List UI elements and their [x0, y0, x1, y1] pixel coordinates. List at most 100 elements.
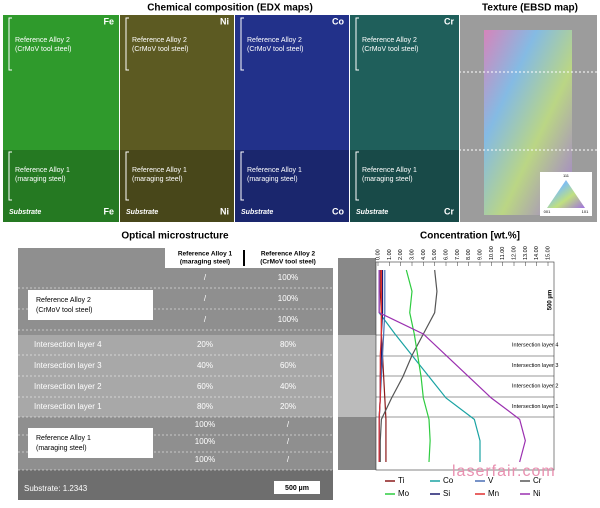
alloy-label: (CrMoV tool steel) [132, 46, 188, 53]
cell: 60% [197, 382, 213, 391]
bracket [125, 17, 129, 201]
group-box [28, 428, 153, 458]
scale-box [274, 481, 320, 494]
depth-strip-zone [338, 335, 376, 417]
layer-label: Intersection layer 3 [512, 363, 558, 369]
cell: 40% [197, 361, 213, 370]
alloy-label: Reference Alloy 2 [247, 37, 302, 44]
x-tick-label: 14.00 [534, 246, 540, 260]
element: Co [332, 206, 344, 216]
x-tick-label: 5.00 [432, 249, 438, 260]
element: Fe [103, 206, 114, 216]
legend-label: Mo [398, 489, 410, 498]
scale-bar: 500 µm [285, 485, 309, 492]
substrate-label: Substrate [241, 209, 273, 216]
x-tick-label: 8.00 [466, 249, 472, 260]
cell: / [204, 294, 207, 303]
cell: 80% [280, 340, 296, 349]
edx-map-lower [235, 150, 349, 222]
series-line [378, 270, 526, 463]
x-tick-label: 0.00 [375, 249, 381, 260]
ipf-triangle [547, 180, 585, 208]
x-tick-label: 11.00 [500, 247, 506, 260]
alloy-label: (CrMoV tool steel) [247, 46, 303, 53]
ipf-label: 001 [544, 209, 551, 214]
alloy-label: Reference Alloy 2 [132, 37, 187, 44]
x-tick-label: 6.00 [443, 249, 449, 260]
layer-label: Intersection layer 2 [512, 383, 558, 389]
ipf-label: 101 [582, 209, 589, 214]
edx-map-lower [350, 150, 459, 222]
optical-title: Optical microstructure [121, 231, 229, 242]
alloy-label: (maraging steel) [15, 176, 66, 183]
layer-label: Intersection layer 1 [34, 402, 102, 411]
layer-label: Intersection layer 2 [34, 382, 102, 391]
substrate-label: Substrate [126, 209, 158, 216]
x-tick-label: 9.00 [477, 249, 483, 260]
alloy-label: (maraging steel) [362, 176, 413, 183]
bracket [240, 17, 244, 201]
layer-label: Intersection layer 1 [512, 404, 558, 410]
column-header: Reference Alloy 1 [178, 251, 233, 258]
x-tick-label: 4.00 [421, 249, 427, 260]
cell: 20% [280, 402, 296, 411]
substrate-label: Substrate [9, 209, 41, 216]
ipf-label: 111 [563, 173, 570, 178]
alloy-label: Reference Alloy 1 [362, 167, 417, 174]
cell: 40% [280, 382, 296, 391]
cell: 100% [278, 294, 298, 303]
cell: 100% [195, 437, 215, 446]
group-box [28, 290, 153, 320]
element: Cr [444, 16, 454, 26]
column-header: (maraging steel) [180, 259, 230, 266]
cell: 100% [195, 455, 215, 464]
series-line [378, 270, 382, 462]
watermark: laserfair.com [452, 463, 556, 480]
x-tick-label: 3.00 [409, 249, 415, 260]
layer-label: Intersection layer 3 [34, 361, 102, 370]
legend-label: Co [443, 476, 454, 485]
x-tick-label: 13.00 [523, 246, 529, 260]
legend-label: Mn [488, 489, 499, 498]
scale-bar: 500 µm [548, 290, 554, 310]
cell: 100% [278, 273, 298, 282]
element: Ni [220, 206, 229, 216]
element: Cr [444, 206, 454, 216]
edx-title: Chemical composition (EDX maps) [147, 3, 313, 14]
x-tick-label: 12.00 [511, 246, 517, 260]
column-header: (CrMoV tool steel) [260, 259, 316, 266]
alloy-label: (maraging steel) [247, 176, 298, 183]
legend-label: Ti [398, 476, 405, 485]
column-header: Reference Alloy 2 [261, 251, 316, 258]
alloy-label: Reference Alloy 1 [15, 167, 70, 174]
x-tick-label: 10.00 [489, 246, 495, 260]
alloy-label: Reference Alloy 1 [247, 167, 302, 174]
legend-label: Si [443, 489, 450, 498]
ebsd-title: Texture (EBSD map) [482, 3, 578, 14]
alloy-label: Reference Alloy 2 [362, 37, 417, 44]
group-label: (maraging steel) [36, 445, 87, 452]
legend-label: Cr [533, 476, 542, 485]
cell: / [287, 420, 290, 429]
alloy-label: Reference Alloy 1 [132, 167, 187, 174]
cell: / [287, 455, 290, 464]
cell: / [287, 437, 290, 446]
bracket [8, 17, 12, 201]
x-tick-label: 15.00 [545, 246, 551, 260]
cell: / [204, 315, 207, 324]
alloy-label: (maraging steel) [132, 176, 183, 183]
cell: 20% [197, 340, 213, 349]
edx-map-lower [3, 150, 119, 222]
alloy-label: Reference Alloy 2 [15, 37, 70, 44]
table-header [165, 248, 333, 268]
group-label: Reference Alloy 1 [36, 435, 91, 442]
layer-label: Intersection layer 4 [34, 340, 102, 349]
chart-title: Concentration [wt.%] [420, 231, 520, 242]
x-tick-label: 7.00 [455, 249, 461, 260]
element: Co [332, 16, 344, 26]
edx-map-lower [120, 150, 234, 222]
group-label: Reference Alloy 2 [36, 297, 91, 304]
legend-label: Ni [533, 489, 541, 498]
